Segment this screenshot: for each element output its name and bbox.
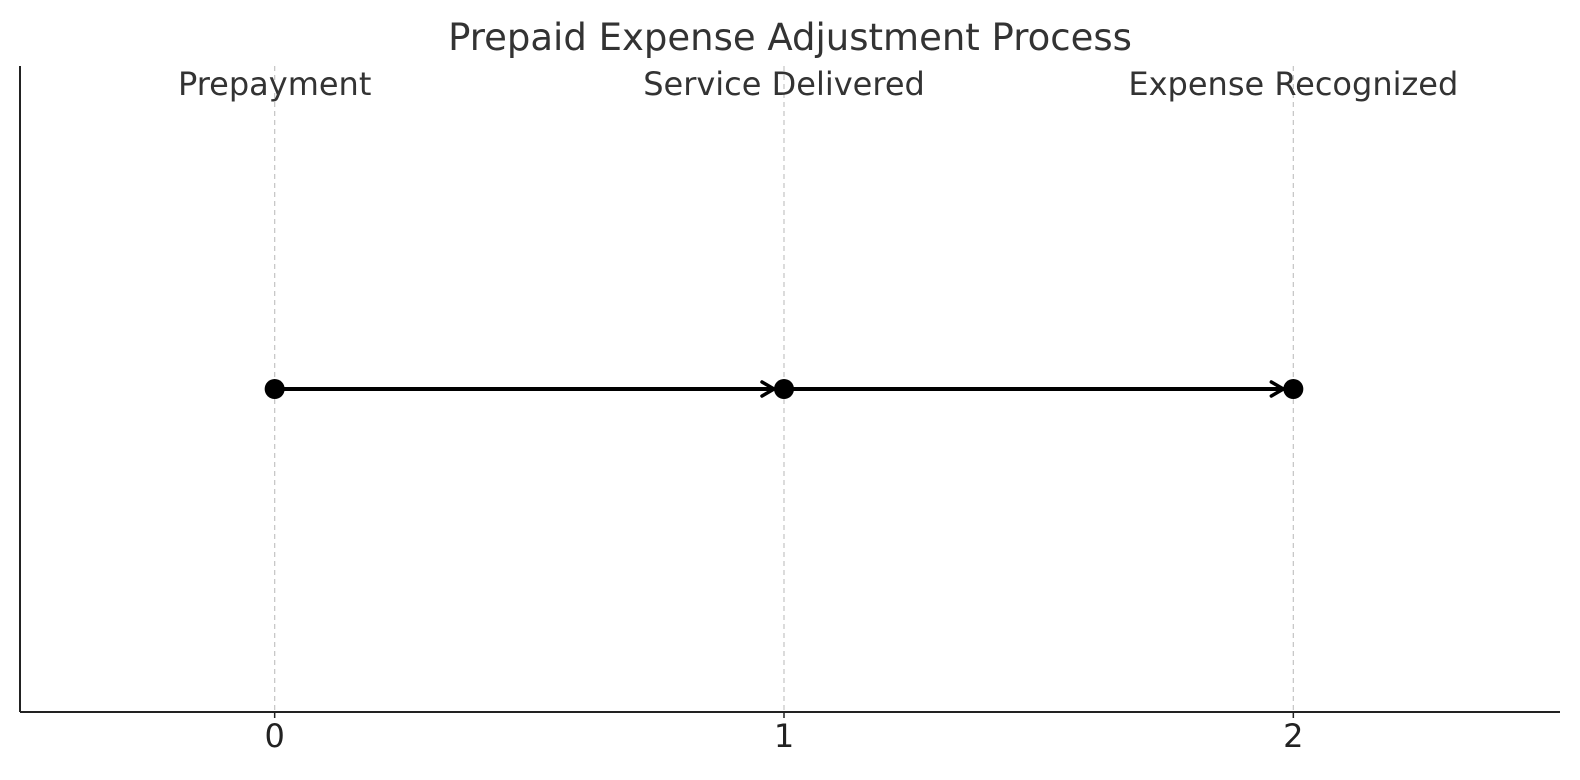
- stage-label: Expense Recognized: [1128, 65, 1458, 103]
- stage-label: Service Delivered: [643, 65, 925, 103]
- stage-points: [264, 379, 1304, 399]
- x-axis-tick-label: 2: [1283, 717, 1303, 755]
- stage-labels: Prepayment Service Delivered Expense Recog…: [178, 65, 1458, 103]
- stage-point: [1283, 379, 1304, 399]
- x-axis-tick-label: 1: [774, 717, 794, 755]
- x-axis-ticks: 0 1 2: [264, 712, 1304, 755]
- x-axis-tick-label: 0: [264, 717, 284, 755]
- stage-point: [774, 379, 794, 399]
- stage-point: [264, 379, 285, 399]
- stage-label: Prepayment: [178, 65, 371, 103]
- arrow-head-icon: [1269, 380, 1286, 398]
- process-arrows: [274, 380, 1286, 398]
- diagram-title: Prepaid Expense Adjustment Process: [448, 16, 1132, 59]
